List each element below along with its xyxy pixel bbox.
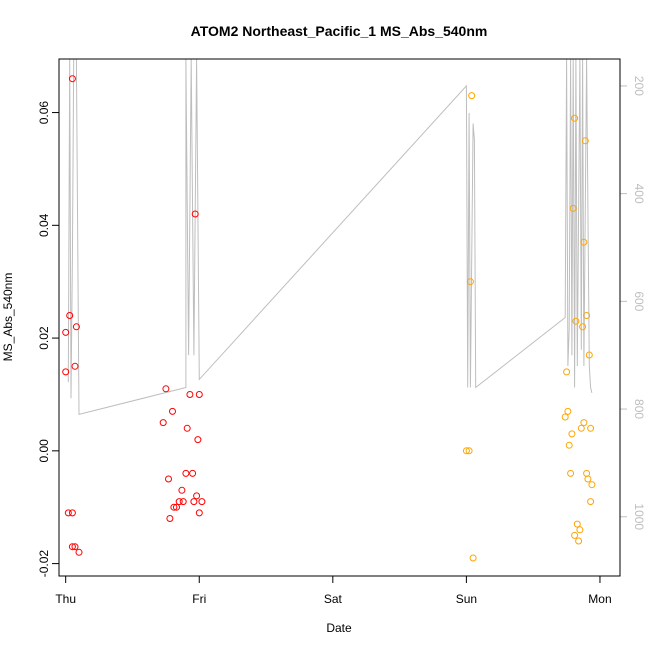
data-point <box>565 441 573 449</box>
data-point <box>170 503 178 511</box>
data-point <box>580 238 588 246</box>
x-tick-label: Thu <box>55 592 76 606</box>
data-point <box>169 407 176 415</box>
data-point <box>198 498 206 506</box>
data-point <box>561 413 569 421</box>
data-point <box>583 312 591 319</box>
data-point <box>68 509 76 517</box>
data-point <box>572 317 580 325</box>
data-point <box>577 424 585 432</box>
data-point <box>580 419 588 427</box>
data-point <box>576 526 584 534</box>
data-point <box>573 520 581 528</box>
data-point <box>72 323 80 331</box>
depth-tick-label: 600 <box>632 291 646 311</box>
data-point <box>62 368 70 376</box>
data-point <box>179 498 187 506</box>
data-point <box>585 351 593 359</box>
data-point <box>68 75 76 83</box>
data-point <box>468 92 476 100</box>
data-point <box>159 419 167 427</box>
data-point <box>569 204 577 212</box>
data-point <box>571 531 579 539</box>
data-point <box>462 447 470 455</box>
data-point <box>466 278 474 286</box>
data-point <box>564 407 572 415</box>
data-point <box>571 114 579 122</box>
y-tick-label: 0.04 <box>37 213 51 237</box>
data-point <box>587 424 595 432</box>
data-point <box>194 436 202 444</box>
depth-trace-layer <box>67 59 593 416</box>
data-point <box>588 481 596 489</box>
y-tick-label: 0.00 <box>37 439 51 463</box>
data-point <box>64 509 72 517</box>
x-tick-label: Fri <box>192 592 206 606</box>
y-tick-label: 0.06 <box>37 101 51 125</box>
data-point <box>178 486 186 494</box>
points-layer <box>62 75 596 562</box>
data-point <box>62 328 70 336</box>
depth-tick-label: 400 <box>632 184 646 204</box>
data-point <box>193 492 201 500</box>
data-point <box>165 475 172 483</box>
x-axis-label: Date <box>326 621 352 635</box>
data-point <box>465 447 473 455</box>
depth-tick-label: 800 <box>632 399 646 419</box>
data-point <box>469 554 477 562</box>
data-point <box>166 515 174 522</box>
chart-title: ATOM2 Northeast_Pacific_1 MS_Abs_540nm <box>191 23 488 39</box>
data-point <box>191 210 199 218</box>
x-tick-label: Sun <box>456 592 477 606</box>
y-tick-label: -0.02 <box>37 550 51 578</box>
data-point <box>75 548 83 556</box>
x-tick-label: Sat <box>324 592 343 606</box>
data-point <box>579 323 587 331</box>
plot-frame <box>58 58 621 577</box>
data-point <box>68 543 76 551</box>
depth-tick-label: 200 <box>632 76 646 96</box>
data-point <box>195 391 203 398</box>
data-point <box>183 424 191 432</box>
data-point <box>186 391 194 398</box>
data-point <box>567 469 575 477</box>
data-point <box>182 469 190 477</box>
data-point <box>190 498 198 506</box>
y-axis-label: MS_Abs_540nm <box>1 273 15 362</box>
data-point <box>587 498 595 506</box>
data-point <box>71 543 79 551</box>
data-point <box>175 498 183 506</box>
data-point <box>162 385 170 393</box>
data-point <box>189 469 197 477</box>
data-point <box>584 475 592 483</box>
y-tick-label: 0.02 <box>37 326 51 350</box>
depth-trace-line <box>67 59 593 416</box>
x-tick-label: Mon <box>588 592 611 606</box>
depth-tick-label: 1000 <box>632 503 646 530</box>
data-point <box>568 430 576 438</box>
data-point <box>173 503 180 511</box>
data-point <box>195 509 203 517</box>
data-point <box>575 537 583 545</box>
data-point <box>581 137 589 145</box>
data-point <box>563 368 571 376</box>
data-point <box>66 312 74 319</box>
data-point <box>71 362 79 370</box>
